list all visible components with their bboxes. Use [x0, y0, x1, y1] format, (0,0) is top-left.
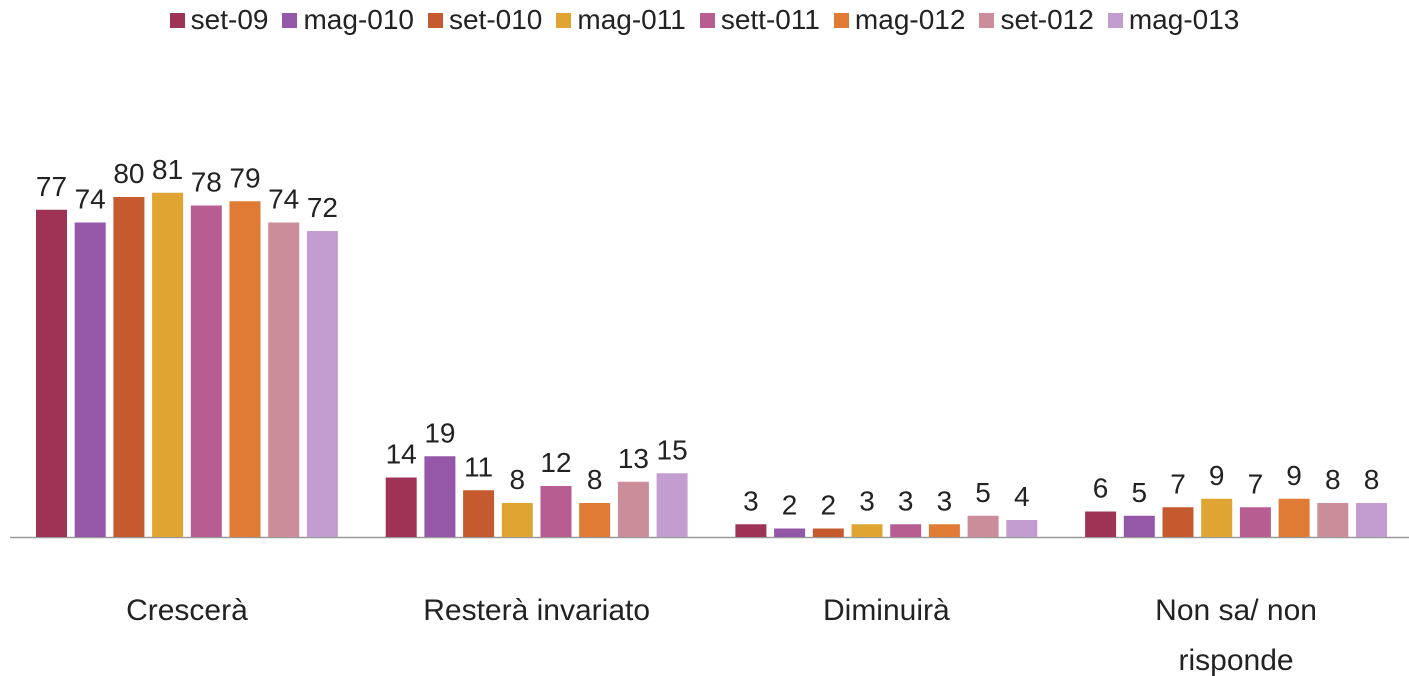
bar — [928, 524, 960, 537]
bar — [229, 201, 261, 537]
legend-swatch — [833, 12, 849, 28]
data-label: 13 — [618, 443, 649, 474]
bar — [540, 486, 572, 537]
legend-label: sett-011 — [720, 4, 820, 35]
bar — [190, 205, 222, 537]
bar — [1085, 511, 1117, 537]
legend-swatch — [427, 12, 443, 28]
bar — [306, 231, 338, 537]
data-label: 3 — [859, 485, 875, 516]
legend-swatch — [979, 12, 995, 28]
data-label: 72 — [307, 192, 338, 223]
legend-label: mag-010 — [303, 4, 414, 35]
data-label: 11 — [464, 451, 493, 482]
bar — [74, 222, 106, 537]
data-label: 8 — [587, 464, 603, 495]
legend-item: mag-013 — [1107, 4, 1240, 36]
bar — [36, 209, 67, 537]
bar — [967, 515, 999, 537]
legend-item: mag-012 — [833, 4, 966, 36]
legend-swatch — [556, 12, 572, 28]
bar — [735, 524, 767, 537]
legend-label: mag-011 — [577, 4, 686, 35]
data-label: 19 — [424, 417, 455, 448]
bar — [890, 524, 922, 537]
legend-item: set-09 — [169, 4, 269, 36]
data-label: 74 — [75, 184, 106, 215]
bar — [1162, 507, 1194, 537]
bar — [579, 503, 611, 537]
data-label: 81 — [152, 154, 183, 185]
legend-label: set-012 — [1000, 4, 1094, 35]
data-label: 3 — [743, 485, 759, 516]
bar — [1201, 498, 1233, 537]
data-label: 12 — [540, 447, 571, 478]
data-label: 15 — [657, 434, 688, 465]
bar — [1006, 520, 1038, 537]
data-label: 7 — [1248, 468, 1264, 499]
bar — [113, 197, 145, 537]
data-label: 7 — [1170, 468, 1186, 499]
bar — [1317, 503, 1349, 537]
legend-item: mag-011 — [556, 4, 686, 36]
data-label: 2 — [782, 490, 798, 521]
data-label: 74 — [268, 184, 299, 215]
data-label: 78 — [191, 167, 222, 198]
bar — [1278, 498, 1310, 537]
legend-swatch — [1107, 12, 1123, 28]
data-label: 2 — [821, 490, 837, 521]
data-label: 5 — [975, 477, 991, 508]
bar — [424, 456, 456, 537]
data-label: 5 — [1132, 477, 1148, 508]
category-label: Resterà invariato — [423, 594, 651, 627]
bar — [851, 524, 883, 537]
data-label: 8 — [1325, 464, 1341, 495]
data-label: 80 — [113, 158, 144, 189]
bar — [812, 528, 844, 537]
legend-label: mag-012 — [854, 4, 966, 35]
data-label: 77 — [36, 171, 67, 202]
legend-label: set-09 — [190, 4, 269, 35]
data-label: 79 — [229, 162, 260, 193]
legend-swatch — [699, 12, 715, 28]
data-label: 9 — [1286, 460, 1302, 491]
data-label: 8 — [1364, 464, 1380, 495]
legend-item: set-012 — [979, 4, 1094, 36]
bar — [617, 481, 649, 537]
legend-swatch — [169, 12, 185, 28]
legend-label: mag-013 — [1128, 4, 1240, 35]
legend: set-09 mag-010 set-010 mag-011 sett-011 mag-0… — [0, 4, 1409, 36]
data-label: 4 — [1014, 481, 1030, 512]
category-label: Crescerà — [126, 594, 248, 627]
bar — [152, 192, 184, 537]
bar — [501, 503, 533, 537]
legend-swatch — [282, 12, 298, 28]
data-label: 9 — [1209, 460, 1225, 491]
data-label: 14 — [386, 439, 417, 470]
data-label: 6 — [1093, 473, 1109, 504]
category-label: Diminuirà — [822, 594, 950, 627]
bar — [774, 528, 806, 537]
bar — [1356, 503, 1387, 537]
legend-label: set-010 — [448, 4, 543, 35]
legend-item: mag-010 — [282, 4, 414, 36]
bar — [385, 477, 417, 537]
bar — [656, 473, 688, 537]
category-label: Non sa/ non risponde — [1155, 594, 1317, 676]
bar — [1239, 507, 1271, 537]
bar — [1123, 515, 1155, 537]
legend-item: sett-011 — [699, 4, 820, 36]
data-label: 3 — [898, 485, 914, 516]
legend-item: set-010 — [427, 4, 543, 36]
bar — [268, 222, 300, 537]
data-label: 8 — [510, 464, 526, 495]
bar — [463, 490, 495, 537]
data-label: 3 — [937, 485, 953, 516]
